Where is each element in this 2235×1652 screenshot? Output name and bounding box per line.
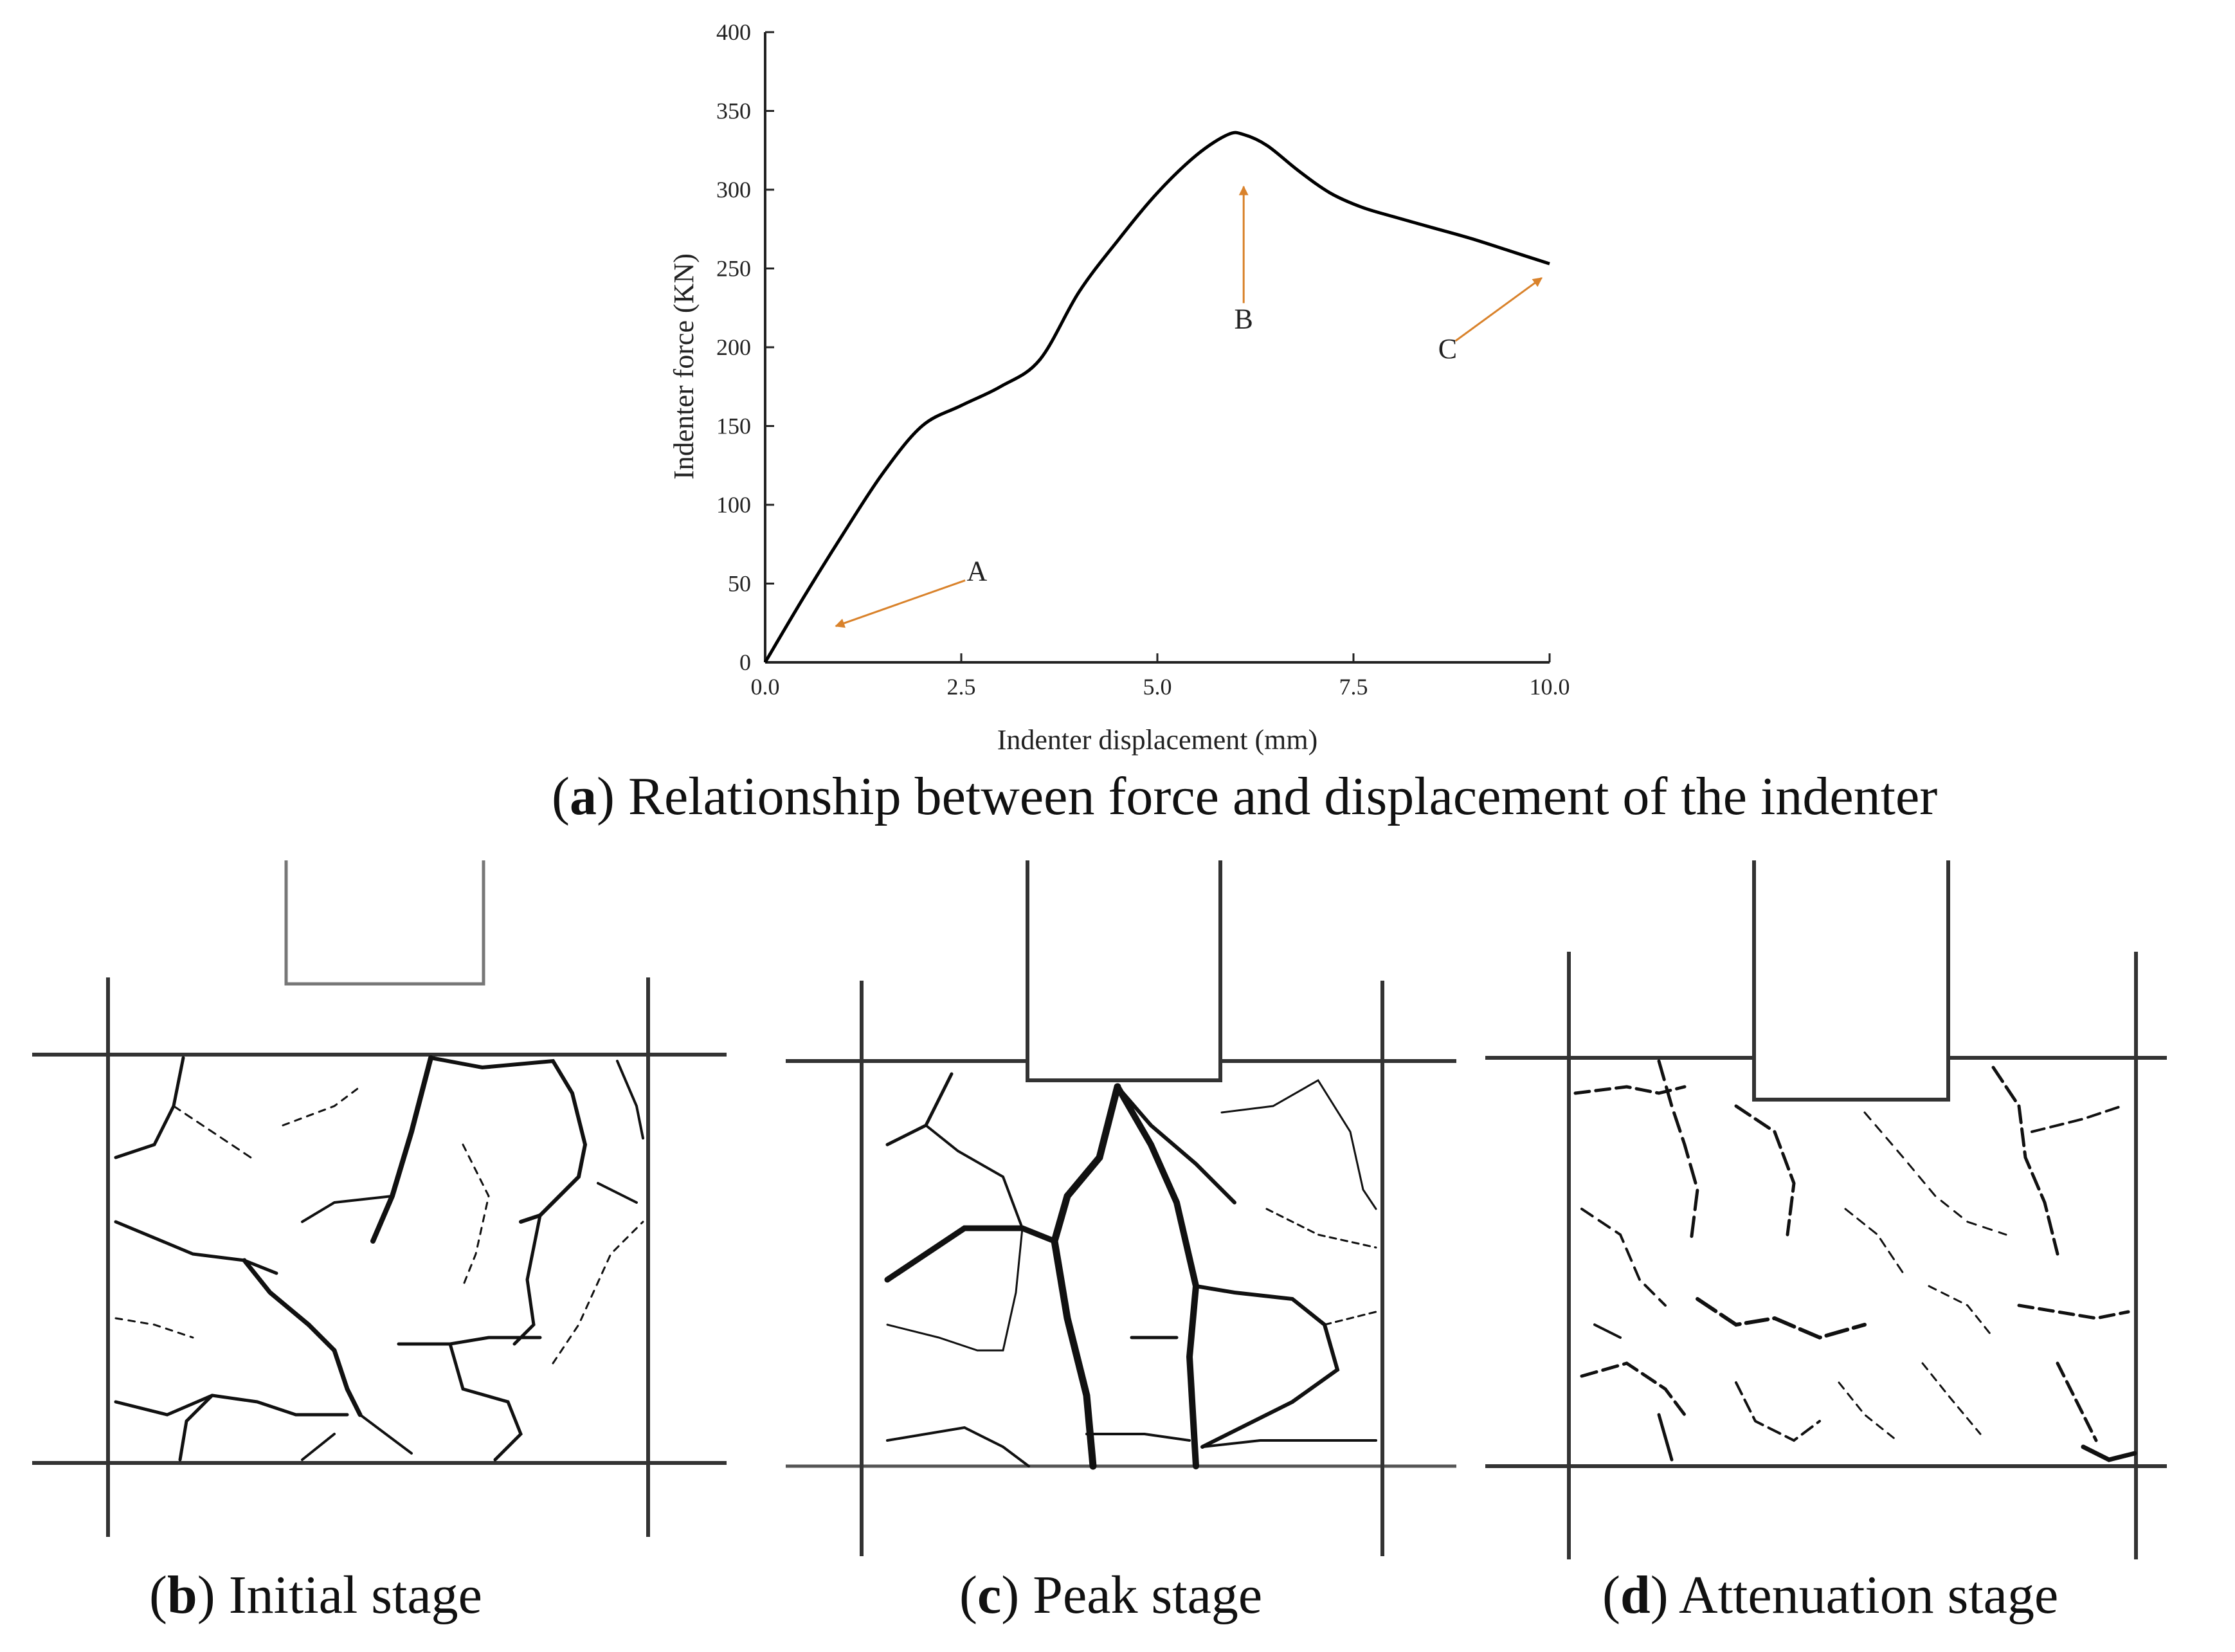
caption-d: (d) Attenuation stage [1602, 1565, 2059, 1625]
chart-ticks: 0.0 2.5 5.0 7.5 10.0 0 50 100 150 200 250 300 350 400 [716, 19, 1570, 700]
caption-c-text: Peak stage [1033, 1565, 1263, 1625]
indenter-outline [1026, 860, 1222, 1082]
indenter-outline [1752, 860, 1950, 1102]
caption-d-letter: d [1620, 1565, 1651, 1625]
indenter-outline [284, 860, 485, 986]
y-tick-label: 300 [716, 177, 751, 203]
crack-network [884, 1072, 1377, 1470]
initial-stage-diagram [32, 860, 727, 1537]
x-tick-label: 0.0 [751, 674, 780, 700]
y-tick-label: 400 [716, 19, 751, 45]
caption-a: (a) Relationship between force and displ… [552, 767, 1938, 826]
caption-b-text: Initial stage [228, 1565, 482, 1625]
series-line [763, 131, 1550, 664]
caption-a-letter: a [569, 767, 597, 826]
annotation-arrow [1454, 277, 1543, 342]
x-tick-label: 10.0 [1530, 674, 1570, 700]
y-tick-label: 200 [716, 334, 751, 360]
caption-a-text: Relationship between force and displacem… [628, 767, 1938, 826]
chart-series [763, 131, 1550, 664]
x-tick-label: 5.0 [1143, 674, 1172, 700]
caption-b-letter: b [167, 1565, 197, 1625]
caption-b: (b) Initial stage [149, 1565, 482, 1625]
y-axis-label: Indenter force (KN) [668, 253, 700, 480]
annotation-label: B [1235, 304, 1253, 335]
y-tick-label: 100 [716, 492, 751, 518]
peak-stage-diagram [786, 860, 1456, 1556]
caption-c: (c) Peak stage [959, 1565, 1263, 1625]
force-displacement-chart: 0.0 2.5 5.0 7.5 10.0 0 50 100 150 200 250 300 350 400… [668, 19, 1570, 756]
y-tick-label: 0 [739, 649, 751, 675]
crack-network [114, 1055, 644, 1462]
annotation-label: A [967, 556, 988, 587]
caption-d-text: Attenuation stage [1679, 1565, 2059, 1625]
attenuation-stage-diagram [1485, 860, 2167, 1559]
chart-axes [764, 32, 1550, 664]
annotation-arrow [835, 579, 966, 628]
x-tick-label: 2.5 [947, 674, 976, 700]
y-tick-label: 350 [716, 98, 751, 124]
y-tick-label: 250 [716, 256, 751, 282]
caption-c-letter: c [977, 1565, 1002, 1625]
x-tick-label: 7.5 [1339, 674, 1368, 700]
x-axis-label: Indenter displacement (mm) [997, 724, 1317, 756]
y-tick-label: 150 [716, 413, 751, 439]
crack-network [1573, 1059, 2137, 1462]
y-tick-label: 50 [728, 571, 751, 597]
annotation-label: C [1438, 333, 1457, 365]
chart-annotations: A B C [835, 185, 1543, 628]
